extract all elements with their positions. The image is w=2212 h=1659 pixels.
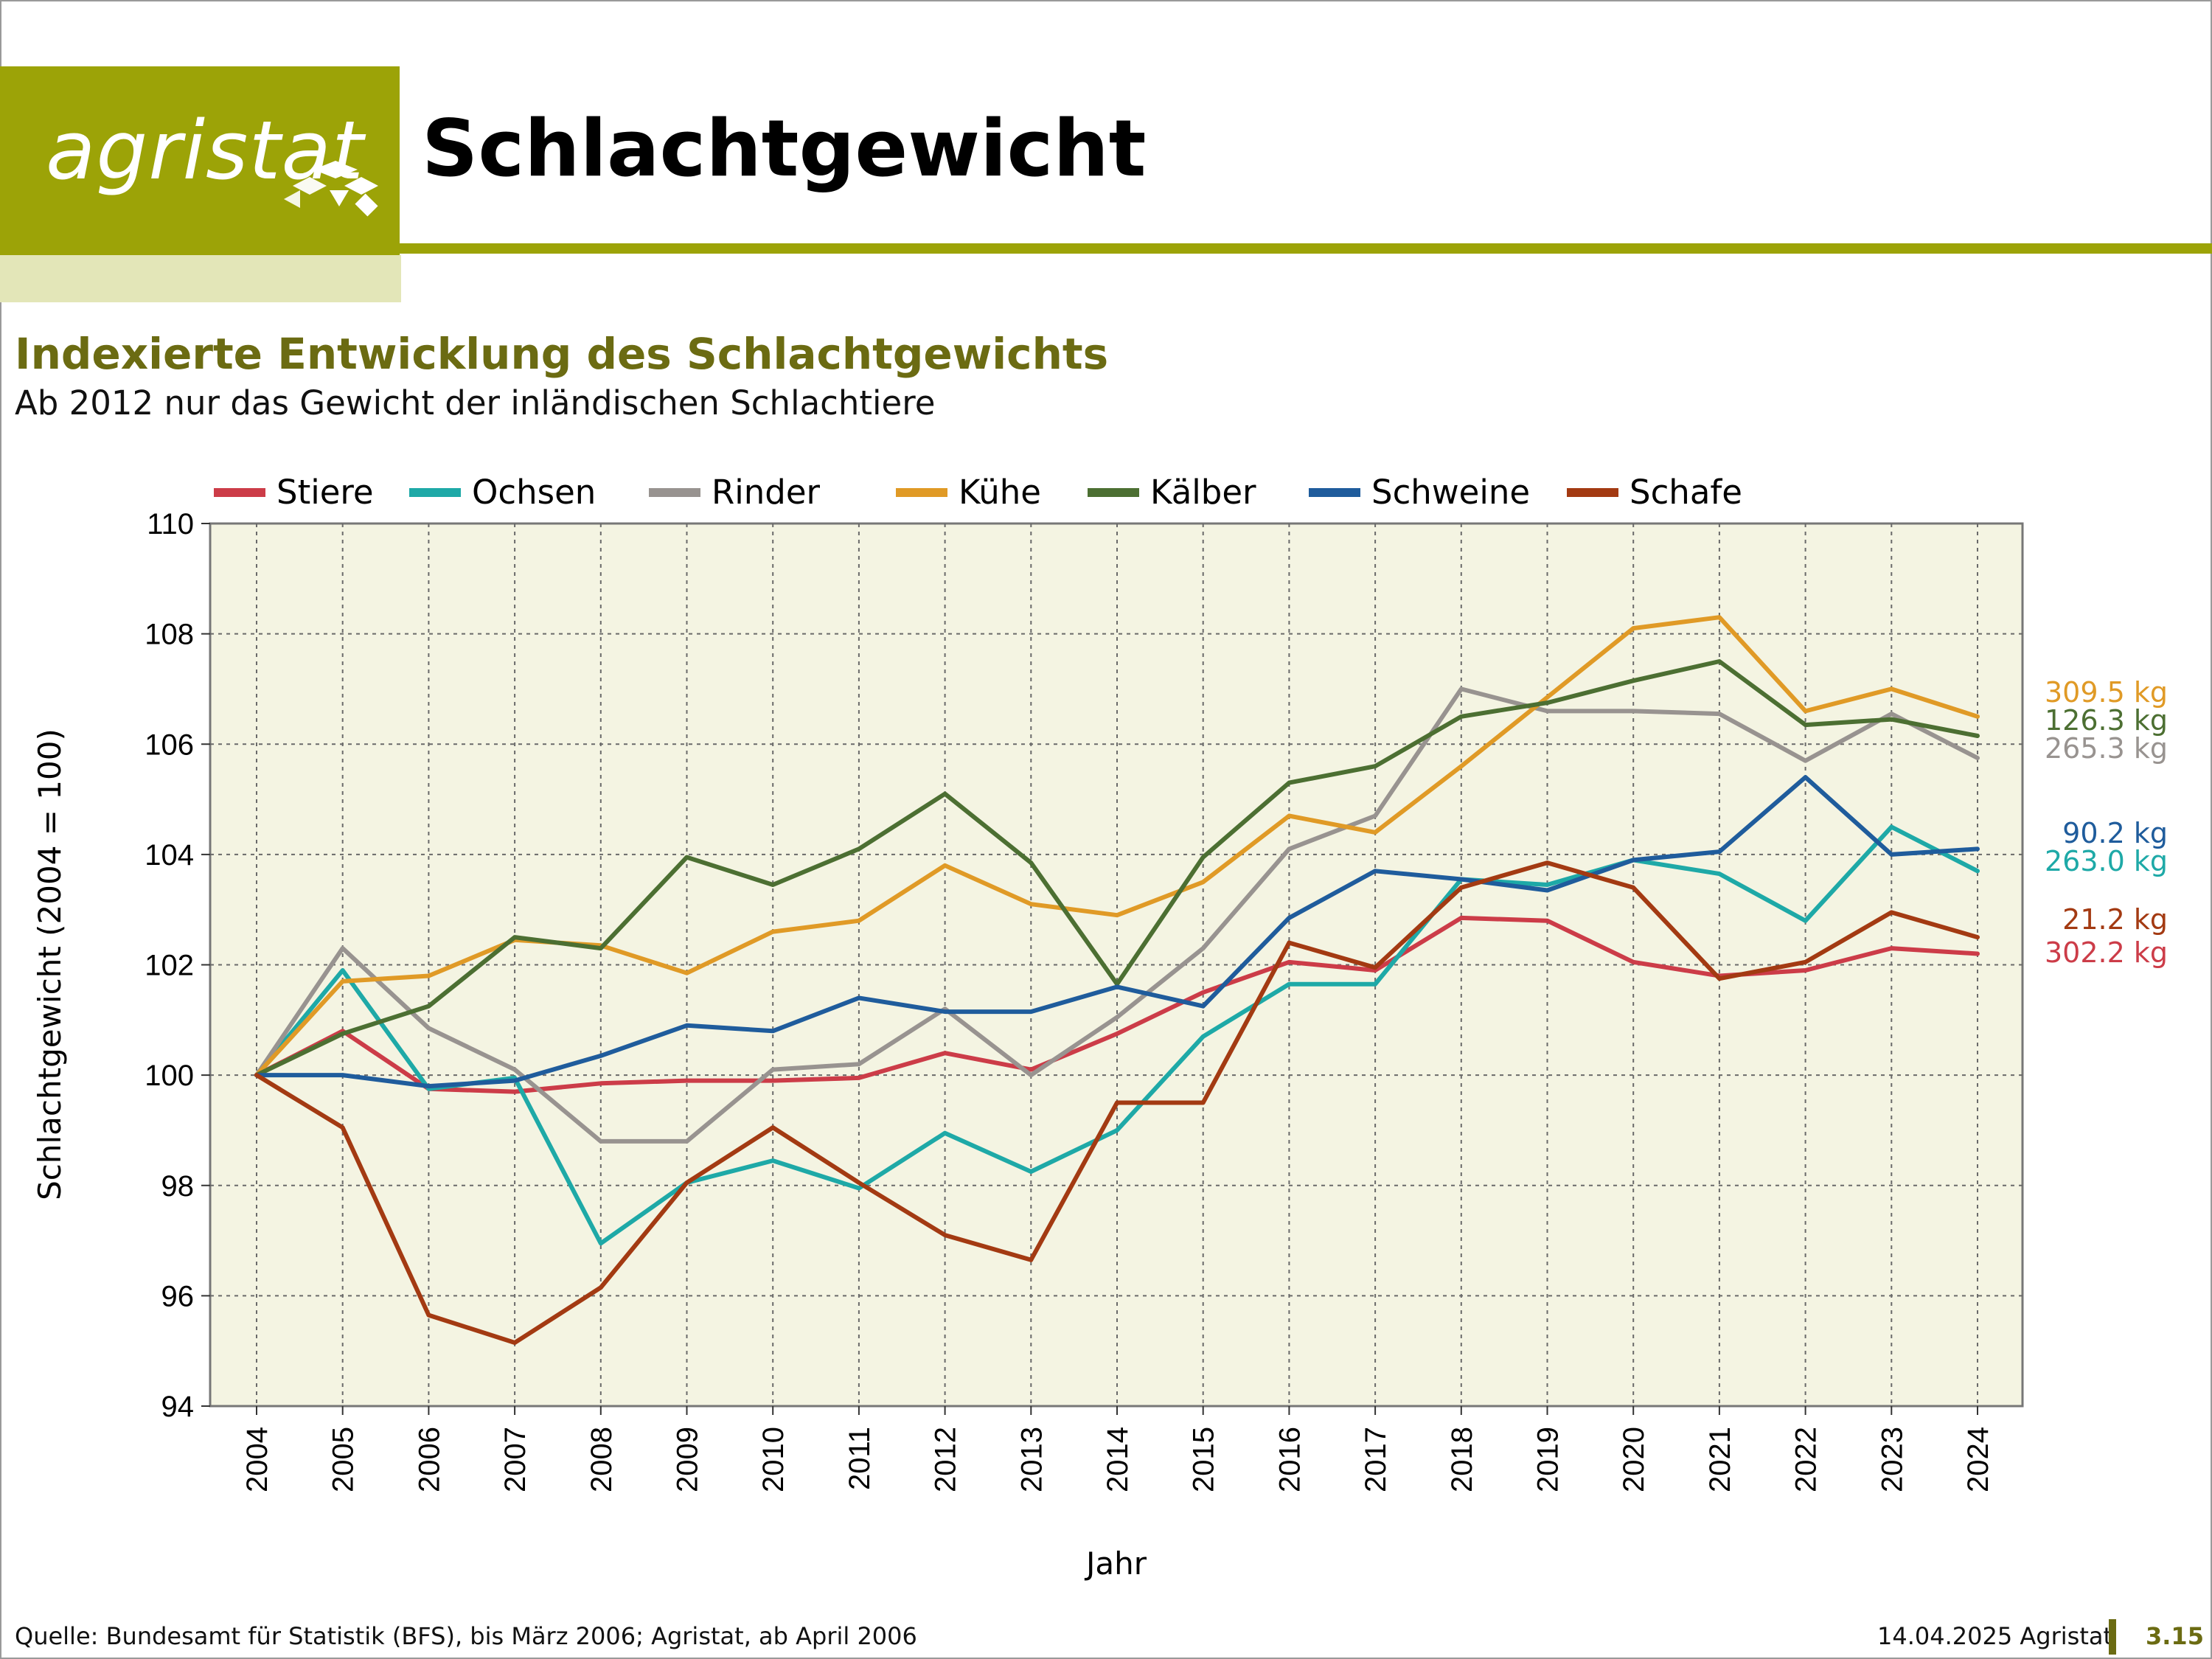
- series-line-kälber: [254, 659, 1980, 1078]
- legend-item-rinder: Rinder: [649, 473, 821, 512]
- series-lines: [254, 615, 1980, 1345]
- y-tick-label: 98: [161, 1170, 195, 1203]
- x-tick-label: 2020: [1618, 1427, 1650, 1492]
- x-tick-label: 2009: [672, 1427, 704, 1492]
- page-title: Schlachtgewicht: [422, 103, 1147, 194]
- y-tick-label: 100: [145, 1060, 194, 1092]
- x-tick-label: 2004: [241, 1427, 274, 1492]
- logo-diamond-icon: [284, 161, 378, 217]
- x-tick-label: 2006: [413, 1427, 445, 1492]
- logo-panel: [0, 66, 400, 255]
- end-label-kühe: 309.5 kg: [2045, 676, 2168, 709]
- legend-item-stiere: Stiere: [214, 473, 374, 512]
- x-tick-label: 2005: [327, 1427, 360, 1492]
- legend-swatch: [1088, 488, 1139, 497]
- x-tick-label: 2018: [1446, 1427, 1478, 1492]
- series-line-ochsen: [254, 824, 1980, 1246]
- x-axis-ticks: 2004 2005 2006 2007 2008 2009 2010 2011 2012 2013…: [241, 1406, 1994, 1492]
- y-tick-label: 108: [145, 619, 194, 651]
- y-axis-ticks: 94 96 98 100 102 104 106 108 110: [145, 508, 210, 1423]
- x-tick-label: 2019: [1532, 1427, 1565, 1492]
- legend-swatch: [409, 488, 461, 497]
- x-tick-label: 2007: [499, 1427, 532, 1492]
- end-label-schafe: 21.2 kg: [2062, 903, 2168, 936]
- legend-swatch: [649, 488, 700, 497]
- x-tick-label: 2013: [1015, 1427, 1048, 1492]
- series-line-stiere: [254, 915, 1980, 1094]
- grid: [210, 524, 2023, 1406]
- legend-label: Ochsen: [472, 473, 596, 512]
- y-axis-label: Schlachtgewicht (2004 = 100): [32, 728, 68, 1200]
- footer-source: Quelle: Bundesamt für Statistik (BFS), b…: [15, 1622, 917, 1650]
- legend-swatch: [1309, 488, 1360, 497]
- legend-label: Kühe: [959, 473, 1041, 512]
- x-tick-label: 2017: [1360, 1427, 1392, 1492]
- y-tick-label: 106: [145, 728, 194, 761]
- series-line-schweine: [254, 775, 1980, 1089]
- y-tick-label: 110: [147, 508, 194, 540]
- y-tick-label: 96: [161, 1280, 195, 1312]
- x-tick-label: 2008: [585, 1427, 618, 1492]
- legend: Stiere Ochsen Rinder Kühe Kälber Schweine Scha…: [214, 473, 1742, 512]
- legend-item-kühe: Kühe: [896, 473, 1041, 512]
- x-tick-label: 2011: [844, 1427, 876, 1490]
- legend-item-schweine: Schweine: [1309, 473, 1530, 512]
- legend-label: Schafe: [1630, 473, 1742, 512]
- footer-divider: [2109, 1619, 2116, 1655]
- x-tick-label: 2015: [1188, 1427, 1220, 1492]
- legend-swatch: [896, 488, 947, 497]
- end-label-stiere: 302.2 kg: [2045, 936, 2168, 969]
- chart-title: Indexierte Entwicklung des Schlachtgewic…: [15, 329, 1109, 379]
- page-number: 3.15: [2146, 1622, 2204, 1650]
- series-line-rinder: [254, 686, 1980, 1144]
- x-tick-label: 2024: [1962, 1427, 1994, 1492]
- x-tick-label: 2012: [930, 1427, 962, 1492]
- legend-label: Rinder: [712, 473, 821, 512]
- x-tick-label: 2021: [1704, 1427, 1736, 1492]
- header-rule: [400, 243, 2212, 254]
- legend-item-ochsen: Ochsen: [409, 473, 596, 512]
- legend-label: Stiere: [276, 473, 374, 512]
- legend-label: Kälber: [1150, 473, 1256, 512]
- x-tick-label: 2016: [1273, 1427, 1306, 1492]
- footer-date: 14.04.2025 Agristat: [1877, 1622, 2113, 1650]
- legend-label: Schweine: [1371, 473, 1530, 512]
- legend-item-kälber: Kälber: [1088, 473, 1256, 512]
- x-axis-label: Jahr: [1084, 1545, 1147, 1582]
- y-tick-label: 94: [161, 1391, 195, 1423]
- end-label-ochsen: 263.0 kg: [2045, 845, 2168, 877]
- x-tick-label: 2014: [1102, 1427, 1134, 1492]
- end-label-rinder: 265.3 kg: [2045, 732, 2168, 765]
- x-tick-label: 2023: [1876, 1427, 1908, 1492]
- x-tick-label: 2010: [757, 1427, 790, 1492]
- end-label-kälber: 126.3 kg: [2045, 704, 2168, 737]
- legend-swatch: [1567, 488, 1618, 497]
- end-label-schweine: 90.2 kg: [2062, 817, 2168, 849]
- y-tick-label: 102: [145, 950, 194, 982]
- series-line-schafe: [254, 860, 1980, 1345]
- chart-subtitle: Ab 2012 nur das Gewicht der inländischen…: [15, 383, 936, 422]
- legend-swatch: [214, 488, 265, 497]
- legend-item-schafe: Schafe: [1567, 473, 1742, 512]
- y-tick-label: 104: [145, 839, 194, 872]
- logo-underlay: [0, 255, 401, 302]
- x-tick-label: 2022: [1790, 1427, 1823, 1492]
